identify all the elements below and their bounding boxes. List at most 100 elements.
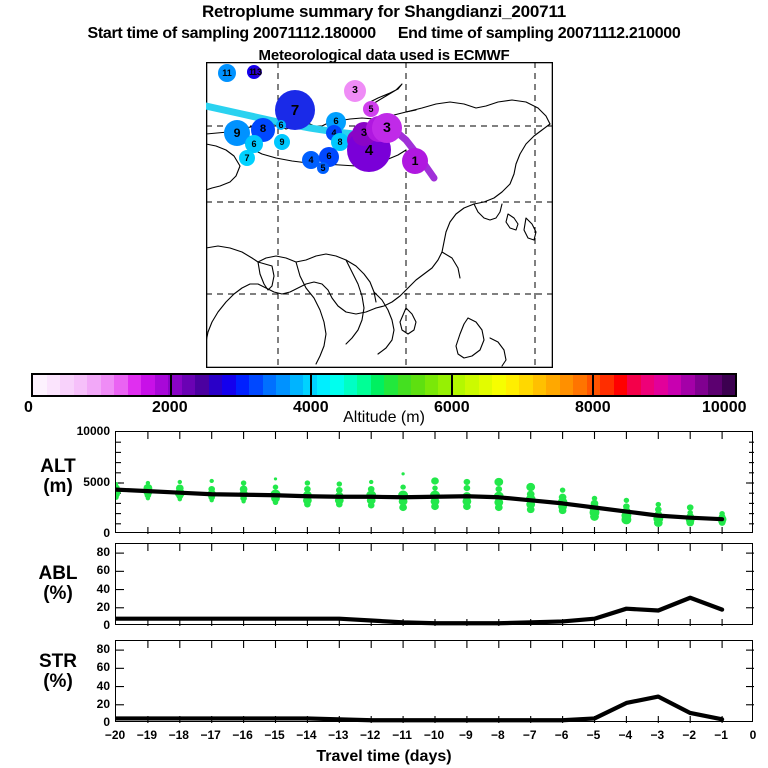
str-unit: (%) (43, 670, 73, 692)
x-tick-label: −3 (650, 728, 665, 742)
map-marker[interactable]: 3 (372, 113, 402, 143)
abl-ytick-60: 60 (96, 563, 110, 578)
colorbar-swatch (154, 375, 168, 395)
colorbar-swatch (654, 375, 668, 395)
str-label: STR (39, 651, 77, 672)
map-marker[interactable]: 5 (363, 101, 379, 117)
str-panel[interactable] (115, 640, 754, 723)
ticks (116, 432, 754, 534)
colorbar-sep-2000 (170, 373, 172, 397)
met-data-label: Meteorological data used is ECMWF (258, 47, 510, 64)
retroplume-map[interactable]: 111213739867966484655432351 (206, 62, 553, 368)
x-tick-label: −5 (586, 728, 601, 742)
alt-ytick-5000: 5000 (83, 475, 110, 489)
sampling-times: Start time of sampling 20071112.180000 En… (0, 25, 768, 43)
x-tick-label: −11 (392, 728, 412, 742)
abl-plot (116, 544, 754, 626)
colorbar-swatch (681, 375, 695, 395)
x-axis-title: Travel time (days) (316, 748, 452, 765)
map-canvas (206, 62, 553, 368)
altitude-colorbar[interactable] (31, 373, 737, 397)
colorbar-swatch (559, 375, 573, 395)
x-tick-label: −7 (522, 728, 537, 742)
map-marker[interactable]: 3 (344, 80, 366, 102)
map-marker[interactable]: 7 (239, 150, 255, 166)
map-frame (206, 62, 553, 368)
str-ytick-20: 20 (96, 696, 110, 711)
colorbar-swatch (87, 375, 101, 395)
str-plot (116, 641, 754, 723)
colorbar-tick-8000: 8000 (575, 399, 611, 416)
start-time-label: Start time of sampling 20071112.180000 (87, 25, 376, 42)
map-marker[interactable]: 9 (274, 134, 290, 150)
map-marker[interactable]: 11 (218, 64, 236, 82)
colorbar-tick-4000: 4000 (293, 399, 329, 416)
colorbar-swatch (343, 375, 357, 395)
colorbar-swatch (370, 375, 384, 395)
mean-line (116, 595, 725, 626)
alt-unit: (m) (43, 475, 73, 497)
colorbar-tick-2000: 2000 (152, 399, 188, 416)
alt-panel[interactable] (115, 431, 754, 534)
colorbar-swatch (289, 375, 303, 395)
colorbar-sep-4000 (310, 373, 312, 397)
colorbar-swatch (546, 375, 560, 395)
colorbar-swatch (694, 375, 708, 395)
map-marker[interactable]: 6 (245, 135, 263, 153)
abl-panel[interactable] (115, 543, 754, 626)
colorbar-swatch (303, 375, 317, 395)
x-tick-label: −12 (360, 728, 381, 742)
str-axis-name: STR (%) (8, 652, 108, 692)
colorbar-swatch (600, 375, 614, 395)
abl-ytick-80: 80 (96, 545, 110, 560)
str-ytick-80: 80 (96, 642, 110, 657)
abl-axis-name: ABL (%) (8, 564, 108, 604)
x-tick-label: −18 (168, 728, 189, 742)
colorbar-swatch (573, 375, 587, 395)
colorbar-swatch (451, 375, 465, 395)
colorbar-swatch (397, 375, 411, 395)
colorbar-swatch (208, 375, 222, 395)
map-marker[interactable]: 5 (317, 162, 329, 174)
map-marker[interactable]: 8 (331, 133, 349, 151)
colorbar-swatch (708, 375, 722, 395)
abl-unit: (%) (43, 582, 73, 604)
colorbar-swatch (411, 375, 425, 395)
colorbar-swatch (141, 375, 155, 395)
x-tick-label: −2 (682, 728, 697, 742)
colorbar-swatch (235, 375, 249, 395)
alt-axis-name: ALT (m) (8, 457, 108, 497)
x-tick-label: −4 (618, 728, 633, 742)
str-ytick-60: 60 (96, 660, 110, 675)
x-tick-label: −16 (232, 728, 253, 742)
colorbar-swatch (532, 375, 546, 395)
map-marker[interactable]: 6 (276, 120, 286, 130)
x-tick-label: 0 (749, 728, 757, 742)
colorbar-tick-6000: 6000 (434, 399, 470, 416)
x-tick-label: −6 (554, 728, 569, 742)
colorbar-swatch (249, 375, 263, 395)
mean-line (116, 694, 725, 723)
colorbar-swatch (181, 375, 195, 395)
ticks (116, 641, 754, 723)
colorbar-swatch (613, 375, 627, 395)
x-tick-label: −1 (714, 728, 728, 742)
colorbar-swatch (60, 375, 74, 395)
x-tick-label: −13 (328, 728, 349, 742)
colorbar-swatch (46, 375, 60, 395)
x-tick-label: −19 (136, 728, 158, 742)
colorbar-swatch (640, 375, 654, 395)
abl-ytick-40: 40 (96, 581, 110, 596)
colorbar-swatch (384, 375, 398, 395)
colorbar-swatch (195, 375, 209, 395)
colorbar-swatch (262, 375, 276, 395)
abl-ytick-0: 0 (103, 618, 110, 632)
map-marker[interactable]: 1 (402, 148, 428, 174)
colorbar-swatch (316, 375, 330, 395)
colorbar-swatch (222, 375, 236, 395)
map-marker[interactable]: 4 (302, 151, 320, 169)
x-tick-label: −10 (423, 728, 445, 742)
colorbar-title: Altitude (m) (343, 409, 425, 426)
colorbar-swatch (505, 375, 519, 395)
map-marker[interactable]: 13 (252, 66, 263, 77)
